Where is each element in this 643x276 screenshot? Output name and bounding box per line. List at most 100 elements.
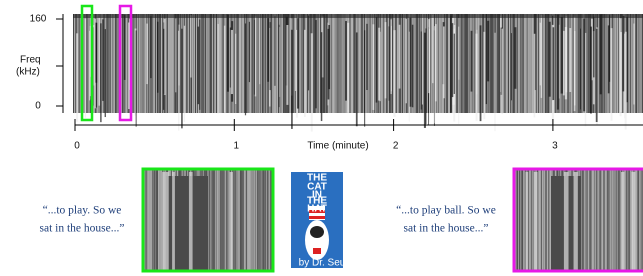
spectrogram-column [239,14,240,113]
spectrogram-column [635,14,636,113]
spectrogram-column [407,14,408,113]
snippet-column [601,170,602,270]
spectrogram-column [419,14,420,113]
snippet-column [147,170,148,270]
spectrogram-column [340,14,341,113]
spectrogram-column [498,14,499,113]
snippet-column [253,170,254,270]
spectrogram-streak [102,19,104,101]
spectrogram-column [567,14,568,113]
spectrogram-column [220,14,221,113]
spectrogram-streak [98,18,100,106]
snippet-column [212,170,213,270]
spectrogram-column [246,14,247,113]
spectrogram-column [355,14,356,113]
spectrogram-column [468,14,469,113]
snippet-column [219,170,220,270]
spectrogram-column [202,14,203,113]
spectrogram-streak [157,22,158,93]
snippet-column [238,170,239,270]
spectrogram-column [446,14,447,113]
snippet-column [583,170,584,270]
spectrogram-column [589,14,590,113]
spectrogram-column [350,14,351,113]
spectrogram-column [282,14,283,113]
snippet-column [588,170,589,270]
spectrogram-streak [476,30,477,95]
spectrogram-streak [163,29,164,110]
spectrogram-column [555,14,556,113]
spectrogram-column [318,14,319,113]
spectrogram-column [113,14,114,113]
spectrogram-column [402,14,403,113]
spectrogram-column [263,14,264,113]
spectrogram-column [137,14,138,113]
snippet-column [256,170,257,270]
spectrogram-streak [412,25,413,108]
snippet-column [263,170,264,270]
snippet-column [217,170,218,270]
snippet-column [605,170,606,270]
spectrogram-streak [279,25,280,107]
spectrogram-column [370,14,371,113]
snippet-column [539,170,540,270]
spectrogram-streak [270,22,271,90]
snippet-column [627,170,628,270]
spectrogram-column [153,14,154,113]
snippet-column [604,170,605,270]
spectrogram-column [628,14,629,113]
spectrogram-streak [566,16,568,92]
spectrogram-streak [409,32,410,122]
snippet-column [237,170,238,270]
snippet-column [242,170,243,270]
snippet-column [589,170,590,270]
spectrogram-column [326,14,327,113]
spectrogram-column [223,14,224,113]
spectrogram-column [169,14,170,113]
spectrogram-streak [501,29,503,115]
spectrogram-column [527,14,528,113]
snippet-column [260,170,261,270]
spectrogram-column [203,14,204,113]
spectrogram-column [512,14,513,113]
x-tick-label: 1 [234,141,240,152]
spectrogram-streak [76,33,78,121]
snippet-column [161,170,162,270]
spectrogram-streak [105,29,106,117]
snippet-column [160,170,161,270]
spectrogram-streak [245,23,246,115]
spectrogram-column [156,14,157,113]
spectrogram-column [161,14,162,113]
spectrogram-streak [480,25,482,121]
snippet-column [267,170,268,270]
spectrogram-column [537,14,538,113]
spectrogram-streak [380,32,381,101]
snippet-column [612,170,613,270]
spectrogram-column [160,14,161,113]
spectrogram-column [632,14,633,113]
spectrogram-streak [291,30,293,129]
spectrogram-column [144,14,145,113]
snippet-streak [165,172,168,270]
spectrogram-streak [224,26,225,113]
spectrogram-column [423,14,424,113]
snippet-column [594,170,595,270]
spectrogram-streak [255,16,256,96]
spectrogram-column [360,14,361,113]
spectrogram-column [78,14,79,113]
spectrogram-column [171,14,172,113]
spectrogram-column [152,14,153,113]
spectrogram-column [371,14,372,113]
spectrogram-streak [181,29,183,129]
spectrogram-column [368,14,369,113]
spectrogram-column [334,14,335,113]
spectrogram-column [162,14,163,113]
snippet-column [547,170,548,270]
spectrogram-column [114,14,115,113]
spectrogram-column [284,14,285,113]
spectrogram-column [493,14,494,113]
spectrogram-column [189,14,190,113]
snippet-column [251,170,252,270]
snippet-column [618,170,619,270]
spectrogram-column [336,14,337,113]
